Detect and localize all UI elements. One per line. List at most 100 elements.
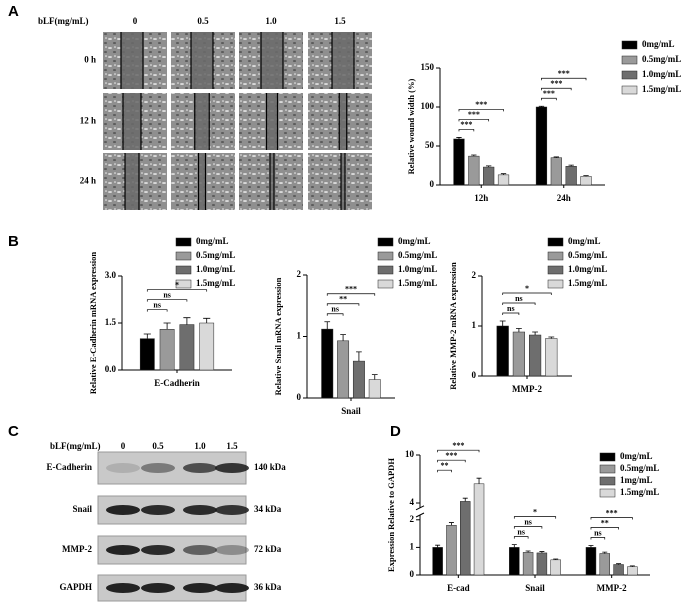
significance-label: ns	[153, 301, 161, 310]
significance-label: *	[533, 507, 537, 516]
bar	[545, 338, 558, 377]
error-bar	[532, 331, 539, 335]
y-tick-label: 2	[472, 270, 477, 280]
axis-break	[415, 505, 425, 511]
legend-label: 0mg/mL	[568, 236, 601, 246]
bar	[468, 155, 480, 186]
panel-label: B	[8, 233, 19, 250]
error-bar	[340, 334, 346, 341]
error-bar	[583, 175, 589, 177]
error-bar	[371, 374, 378, 380]
legend-label: 0mg/mL	[642, 39, 675, 49]
bar	[446, 525, 457, 576]
significance-label: ns	[524, 517, 532, 526]
significance-bracket	[458, 119, 490, 122]
significance-label: ***	[445, 451, 457, 460]
legend-label: 1.0mg/mL	[398, 264, 437, 274]
error-bar	[163, 322, 171, 330]
error-bar	[462, 497, 468, 502]
x-tick-label: Snail	[525, 583, 545, 593]
wound-area	[121, 32, 143, 89]
significance-label: ***	[606, 508, 618, 517]
bar	[565, 166, 577, 186]
significance-bracket	[326, 293, 376, 296]
error-bar	[324, 321, 331, 330]
bar	[580, 176, 592, 186]
significance-label: ***	[460, 120, 472, 129]
y-tick-label: 2	[410, 514, 415, 524]
y-tick-label: 1.5	[105, 317, 117, 327]
error-bar	[435, 544, 441, 548]
migration-header: bLF(mg/mL)	[38, 16, 89, 26]
x-tick-label: 12h	[474, 193, 488, 203]
y-tick-label: 0	[472, 370, 477, 380]
y-tick-label: 50	[425, 140, 435, 150]
bar	[599, 553, 610, 576]
error-bar	[568, 164, 574, 167]
bar	[139, 338, 155, 371]
y-axis-label: Relative Snail mRNA expression	[273, 277, 283, 395]
legend-label: 1.5mg/mL	[642, 84, 681, 94]
wound-area	[198, 153, 206, 210]
error-bar	[525, 550, 531, 553]
legend-label: 0.5mg/mL	[568, 250, 607, 260]
blot-band	[106, 583, 140, 593]
bar	[550, 157, 562, 186]
micrograph	[308, 153, 372, 210]
bar	[509, 547, 520, 576]
lane-label: 1.0	[194, 441, 206, 451]
bar	[529, 334, 542, 377]
legend-swatch	[599, 476, 616, 486]
error-bar	[553, 558, 559, 560]
significance-bracket	[513, 516, 557, 519]
error-bar	[553, 156, 559, 158]
legend-swatch	[175, 279, 192, 289]
error-bar	[471, 154, 477, 157]
y-tick-label: 10	[405, 449, 415, 459]
x-tick-label: 24h	[557, 193, 571, 203]
column-label: 0.5	[197, 16, 209, 26]
legend-label: 1.0mg/mL	[642, 69, 681, 79]
legend-swatch	[621, 85, 638, 95]
significance-bracket	[326, 303, 360, 306]
bar	[179, 324, 195, 371]
y-tick-label: 1	[472, 320, 477, 330]
size-label: 72 kDa	[254, 544, 282, 554]
significance-bracket	[513, 536, 529, 539]
significance-bracket	[590, 537, 606, 540]
blot-band	[141, 463, 175, 473]
row-label: 24 h	[80, 176, 96, 186]
protein-label: MMP-2	[62, 544, 92, 554]
legend-swatch	[599, 464, 616, 474]
wound-area	[266, 93, 278, 150]
legend-swatch	[377, 279, 394, 289]
x-tick-label: Snail	[341, 406, 361, 416]
significance-bracket	[513, 526, 543, 529]
blot-band	[141, 583, 175, 593]
wound-area	[339, 93, 347, 150]
y-tick-label: 150	[421, 62, 435, 72]
significance-bracket	[541, 77, 587, 81]
significance-bracket	[541, 87, 572, 91]
bar	[473, 483, 485, 576]
bar	[550, 559, 561, 576]
y-axis-label: Relative wound width (%)	[406, 79, 416, 175]
legend-label: 0mg/mL	[196, 236, 229, 246]
significance-bracket	[437, 449, 480, 453]
legend-swatch	[175, 265, 192, 275]
significance-label: ns	[331, 305, 339, 314]
y-tick-label: 1	[297, 331, 302, 341]
protein-label: GAPDH	[60, 582, 93, 592]
wound-area	[191, 32, 213, 89]
significance-bracket	[458, 129, 475, 132]
y-tick-label: 4	[410, 497, 415, 507]
significance-label: ns	[507, 304, 515, 313]
legend-swatch	[621, 55, 638, 65]
significance-label: ***	[345, 285, 357, 294]
row-label: 12 h	[80, 116, 96, 126]
blot-band	[183, 545, 217, 555]
bar	[522, 552, 534, 576]
legend-label: 1.5mg/mL	[196, 278, 235, 288]
significance-bracket	[437, 459, 466, 463]
